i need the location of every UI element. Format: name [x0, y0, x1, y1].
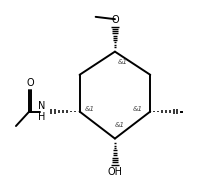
Text: O: O [26, 78, 34, 88]
Text: &1: &1 [118, 59, 128, 65]
Text: O: O [111, 15, 119, 25]
Text: &1: &1 [85, 106, 95, 112]
Text: N: N [38, 101, 45, 111]
Text: &1: &1 [115, 122, 125, 128]
Text: &1: &1 [133, 106, 143, 112]
Text: OH: OH [107, 167, 122, 177]
Text: H: H [38, 112, 45, 122]
